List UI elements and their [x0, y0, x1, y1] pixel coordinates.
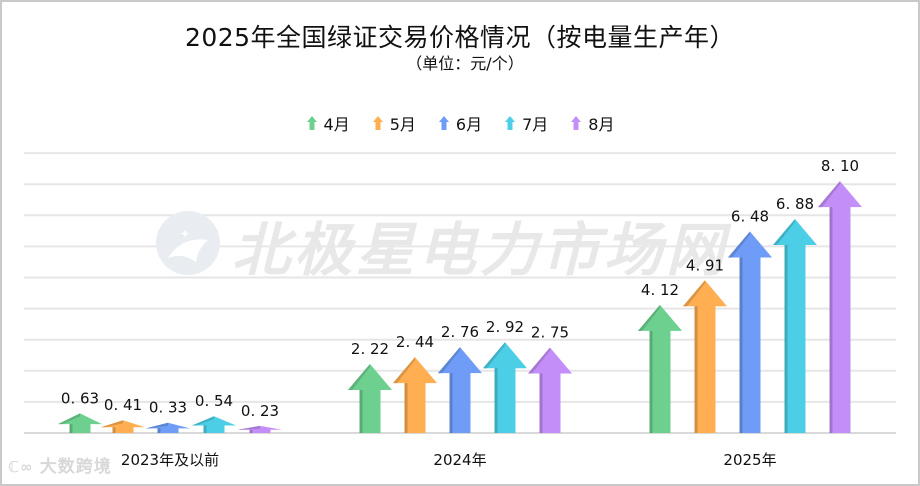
arrow-bar	[438, 347, 482, 433]
legend-label: 5月	[389, 115, 416, 134]
svg-text:北极星电力市场网: 北极星电力市场网	[232, 216, 732, 284]
arrow-bar	[393, 357, 437, 433]
arrow-bar	[146, 422, 190, 433]
value-label: 2. 22	[351, 340, 389, 358]
legend-label: 6月	[455, 115, 483, 134]
watermark-text: 大数跨境	[39, 457, 112, 477]
corner-watermark: ℂ∞ 大数跨境	[8, 452, 112, 477]
value-label: 0. 41	[104, 396, 142, 414]
x-axis-label: 2025年	[723, 451, 777, 469]
chart-subtitle: （单位：元/个）	[406, 54, 524, 73]
arrow-bar	[238, 425, 282, 433]
value-label: 0. 63	[61, 389, 99, 407]
legend-label: 4月	[323, 115, 350, 134]
chart-legend: 4月 5月 6月 7月 8月	[0, 111, 920, 135]
legend-label: 8月	[588, 115, 615, 134]
arrow-bar	[728, 231, 772, 433]
arrow-bar	[58, 413, 102, 433]
value-label: 2. 44	[396, 333, 434, 351]
up-arrow-icon	[571, 116, 582, 130]
arrow-bar	[638, 304, 682, 433]
arrow-bar	[483, 342, 527, 433]
up-arrow-icon	[372, 116, 383, 130]
legend-item-8m[interactable]: 8月	[570, 111, 614, 135]
value-label: 0. 33	[149, 399, 187, 417]
x-axis-label: 2023年及以前	[120, 451, 220, 469]
center-watermark: ✦ 北极星电力市场网	[156, 211, 732, 284]
value-label: 2. 76	[441, 323, 479, 341]
value-label: 4. 91	[686, 256, 724, 274]
value-label: 6. 48	[731, 207, 769, 225]
arrow-bar	[818, 181, 862, 433]
up-arrow-icon	[306, 116, 317, 130]
legend-item-6m[interactable]: 6月	[438, 111, 482, 135]
legend-item-5m[interactable]: 5月	[372, 111, 416, 135]
value-label: 8. 10	[821, 157, 859, 175]
arrow-bar	[101, 420, 145, 433]
legend-item-7m[interactable]: 7月	[504, 111, 548, 135]
arrow-bar	[683, 280, 727, 433]
value-label: 0. 23	[241, 402, 279, 420]
x-axis-label: 2024年	[433, 451, 487, 469]
chart-title: 2025年全国绿证交易价格情况（按电量生产年）	[184, 23, 736, 52]
arrow-bar	[773, 219, 817, 433]
value-label: 2. 75	[531, 323, 569, 341]
up-arrow-icon	[438, 116, 449, 130]
value-label: 0. 54	[195, 392, 233, 410]
legend-item-4m[interactable]: 4月	[306, 111, 350, 135]
arrow-bar	[528, 347, 572, 433]
arrow-bar	[192, 416, 236, 433]
value-label: 4. 12	[641, 281, 679, 299]
svg-text:✦: ✦	[180, 227, 190, 241]
value-label: 2. 92	[486, 318, 524, 336]
legend-label: 7月	[522, 115, 549, 134]
arrow-bar	[348, 363, 392, 433]
up-arrow-icon	[505, 116, 516, 130]
watermark-logo-icon: ℂ∞	[8, 458, 40, 476]
value-label: 6. 88	[776, 195, 814, 213]
